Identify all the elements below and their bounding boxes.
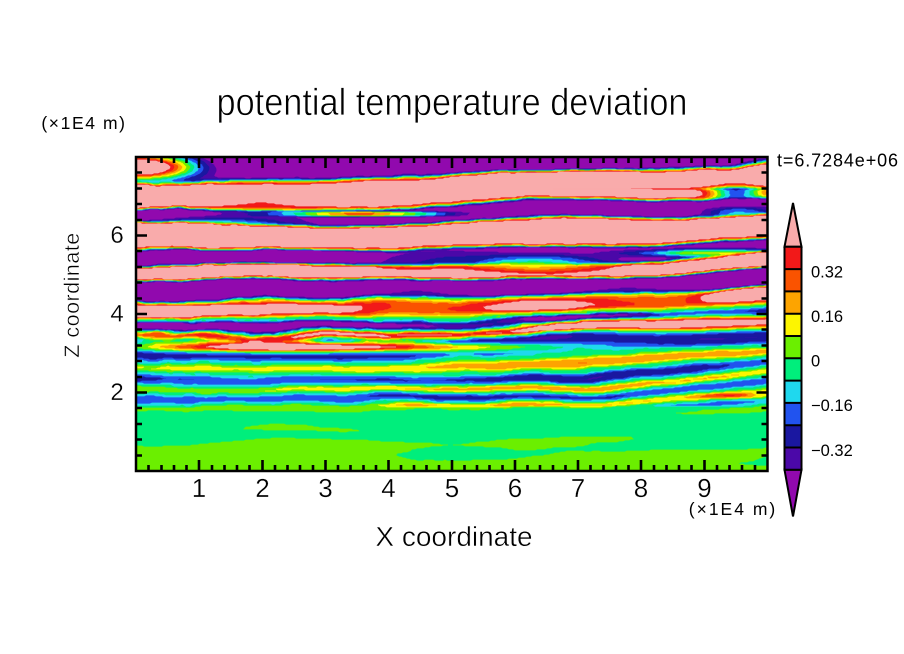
svg-text:4: 4: [381, 473, 395, 503]
svg-text:2: 2: [255, 473, 269, 503]
svg-text:5: 5: [445, 473, 459, 503]
svg-text:3: 3: [318, 473, 332, 503]
svg-text:t=6.7284e+06: t=6.7284e+06: [777, 151, 899, 171]
svg-text:Z coordinate: Z coordinate: [60, 232, 84, 358]
svg-text:7: 7: [571, 473, 585, 503]
svg-text:−0.16: −0.16: [811, 397, 853, 415]
svg-text:8: 8: [634, 473, 648, 503]
svg-text:2: 2: [110, 379, 123, 406]
svg-text:(×1E4 m): (×1E4 m): [41, 113, 126, 133]
svg-text:0.16: 0.16: [811, 308, 843, 326]
svg-text:−0.32: −0.32: [811, 442, 853, 460]
svg-text:(×1E4 m): (×1E4 m): [689, 499, 777, 519]
svg-text:0: 0: [811, 353, 820, 371]
svg-text:9: 9: [697, 473, 711, 503]
svg-text:6: 6: [110, 222, 123, 249]
svg-text:potential temperature deviatio: potential temperature deviation: [217, 80, 688, 123]
svg-text:4: 4: [110, 301, 123, 328]
svg-text:0.32: 0.32: [811, 263, 843, 281]
svg-text:X coordinate: X coordinate: [375, 521, 532, 552]
svg-text:6: 6: [508, 473, 522, 503]
svg-text:1: 1: [192, 473, 206, 503]
